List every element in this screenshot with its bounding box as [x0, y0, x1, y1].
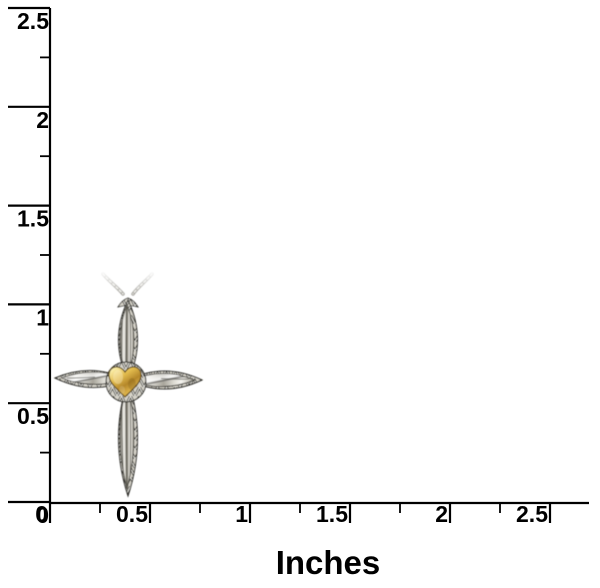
svg-text:2.5: 2.5	[516, 501, 548, 527]
svg-text:2: 2	[435, 501, 448, 527]
svg-text:0.5: 0.5	[17, 403, 49, 429]
svg-text:0.5: 0.5	[116, 501, 148, 527]
svg-text:Inches: Inches	[276, 544, 381, 581]
svg-text:2: 2	[36, 107, 49, 133]
svg-text:2.5: 2.5	[17, 8, 49, 34]
svg-text:1: 1	[36, 304, 49, 330]
svg-text:1: 1	[235, 501, 248, 527]
svg-text:1.5: 1.5	[17, 206, 49, 232]
svg-text:0: 0	[35, 501, 48, 527]
svg-text:1.5: 1.5	[316, 501, 348, 527]
